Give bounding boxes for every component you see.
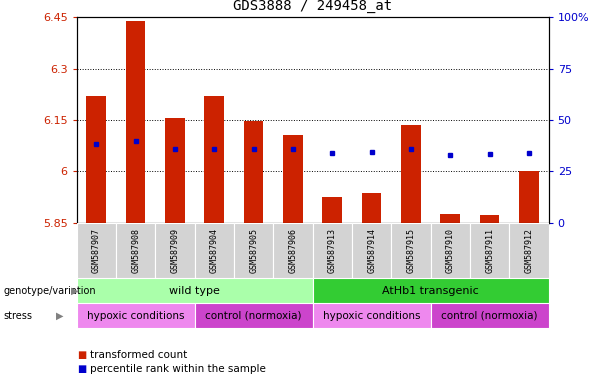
Text: ■: ■ xyxy=(77,364,86,374)
Bar xyxy=(194,223,234,278)
Bar xyxy=(509,223,549,278)
Bar xyxy=(401,125,421,223)
Bar xyxy=(480,215,500,223)
Text: GSM587909: GSM587909 xyxy=(170,228,180,273)
Bar xyxy=(283,136,303,223)
Text: ▶: ▶ xyxy=(70,286,78,296)
Text: stress: stress xyxy=(3,311,32,321)
Title: GDS3888 / 249458_at: GDS3888 / 249458_at xyxy=(233,0,392,13)
Text: GSM587908: GSM587908 xyxy=(131,228,140,273)
Bar xyxy=(441,214,460,223)
Bar xyxy=(430,303,549,328)
Bar xyxy=(77,303,195,328)
Text: control (normoxia): control (normoxia) xyxy=(205,311,302,321)
Bar xyxy=(430,223,470,278)
Bar xyxy=(126,21,145,223)
Text: GSM587910: GSM587910 xyxy=(446,228,455,273)
Bar xyxy=(362,193,381,223)
Bar xyxy=(391,223,430,278)
Bar xyxy=(519,171,539,223)
Text: transformed count: transformed count xyxy=(90,350,188,360)
Bar xyxy=(116,223,155,278)
Bar xyxy=(352,223,391,278)
Text: wild type: wild type xyxy=(169,286,220,296)
Bar xyxy=(244,121,264,223)
Text: ■: ■ xyxy=(77,350,86,360)
Bar xyxy=(77,223,116,278)
Bar xyxy=(205,96,224,223)
Bar xyxy=(313,278,549,303)
Text: hypoxic conditions: hypoxic conditions xyxy=(323,311,421,321)
Text: ▶: ▶ xyxy=(56,311,64,321)
Text: GSM587911: GSM587911 xyxy=(485,228,494,273)
Text: hypoxic conditions: hypoxic conditions xyxy=(87,311,185,321)
Text: GSM587904: GSM587904 xyxy=(210,228,219,273)
Text: genotype/variation: genotype/variation xyxy=(3,286,96,296)
Text: GSM587907: GSM587907 xyxy=(92,228,101,273)
Bar xyxy=(273,223,313,278)
Text: GSM587915: GSM587915 xyxy=(406,228,416,273)
Bar xyxy=(313,223,352,278)
Text: AtHb1 transgenic: AtHb1 transgenic xyxy=(383,286,479,296)
Text: GSM587906: GSM587906 xyxy=(289,228,297,273)
Bar xyxy=(470,223,509,278)
Text: GSM587914: GSM587914 xyxy=(367,228,376,273)
Bar xyxy=(86,96,106,223)
Bar xyxy=(234,223,273,278)
Bar xyxy=(313,303,430,328)
Text: GSM587913: GSM587913 xyxy=(328,228,337,273)
Bar xyxy=(77,278,313,303)
Bar xyxy=(322,197,342,223)
Bar xyxy=(155,223,195,278)
Text: percentile rank within the sample: percentile rank within the sample xyxy=(90,364,266,374)
Bar xyxy=(195,303,313,328)
Text: GSM587905: GSM587905 xyxy=(249,228,258,273)
Text: GSM587912: GSM587912 xyxy=(525,228,533,273)
Text: control (normoxia): control (normoxia) xyxy=(441,311,538,321)
Bar xyxy=(165,118,185,223)
